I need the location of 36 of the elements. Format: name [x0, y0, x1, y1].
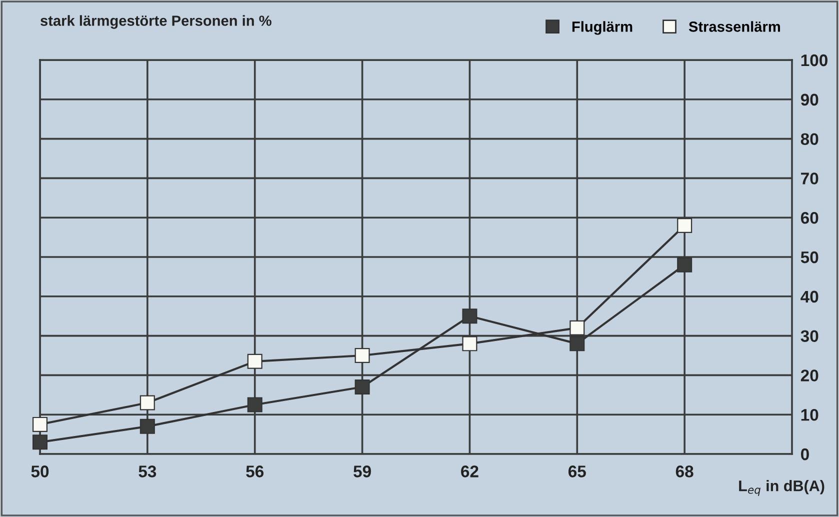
legend-label: Fluglärm [572, 21, 632, 35]
point [32, 434, 48, 450]
point [140, 418, 155, 434]
y-tick-label: 10 [801, 409, 818, 421]
point [462, 308, 478, 324]
y-tick-label: 40 [800, 290, 818, 303]
point [462, 336, 478, 352]
y-tick-label: 80 [800, 133, 818, 146]
point [32, 416, 48, 432]
point [677, 257, 692, 272]
legend-label: Strassenlärm [688, 21, 780, 32]
y-tick-label: 30 [800, 330, 818, 342]
y-tick-label: 90 [800, 94, 818, 106]
y-tick-label: 0 [800, 448, 809, 460]
x-axis-title: L$_{eq}$ in dB(A) [739, 480, 824, 496]
x-tick-label: 68 [676, 466, 694, 478]
x-tick-label: 59 [354, 466, 371, 478]
x-tick-label: 65 [568, 466, 586, 478]
point [247, 354, 262, 369]
point [354, 348, 370, 363]
y-tick-label: 70 [801, 172, 818, 184]
x-tick-label: 50 [31, 466, 49, 478]
point [677, 218, 692, 233]
point [354, 380, 370, 395]
y-tick-label: 50 [800, 251, 818, 264]
x-tick-label: 53 [138, 466, 156, 478]
x-tick-label: 56 [246, 466, 264, 478]
y-tick-label: 100 [801, 54, 828, 66]
point [247, 397, 262, 412]
y-tick-label: 60 [800, 212, 818, 224]
y-tick-label: 20 [800, 370, 818, 382]
chart-title: stark lärmgestörte Personen in % [40, 15, 272, 29]
point [140, 395, 155, 410]
x-tick-label: 62 [461, 466, 478, 478]
point [570, 336, 585, 352]
point [570, 320, 585, 336]
